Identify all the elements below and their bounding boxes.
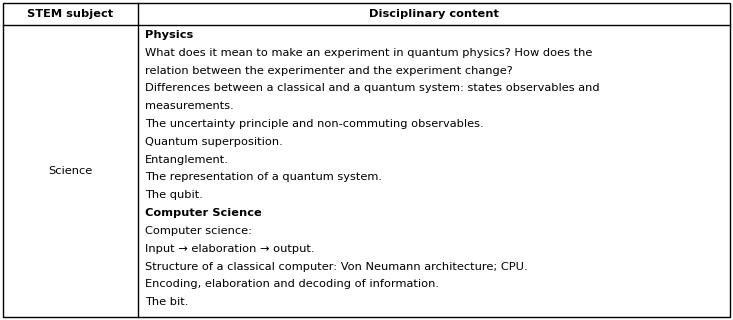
Text: Physics: Physics (145, 30, 194, 40)
Text: Disciplinary content: Disciplinary content (369, 9, 499, 19)
Text: relation between the experimenter and the experiment change?: relation between the experimenter and th… (145, 66, 513, 76)
Text: The representation of a quantum system.: The representation of a quantum system. (145, 172, 382, 182)
Text: Computer science:: Computer science: (145, 226, 252, 236)
Text: measurements.: measurements. (145, 101, 234, 111)
Text: What does it mean to make an experiment in quantum physics? How does the: What does it mean to make an experiment … (145, 48, 592, 58)
Text: Science: Science (48, 166, 92, 176)
Text: The uncertainty principle and non-commuting observables.: The uncertainty principle and non-commut… (145, 119, 484, 129)
Text: The bit.: The bit. (145, 297, 188, 307)
Text: Input → elaboration → output.: Input → elaboration → output. (145, 244, 314, 254)
Text: The qubit.: The qubit. (145, 190, 203, 200)
Text: Structure of a classical computer: Von Neumann architecture; CPU.: Structure of a classical computer: Von N… (145, 261, 528, 272)
Text: Computer Science: Computer Science (145, 208, 262, 218)
Text: Entanglement.: Entanglement. (145, 155, 229, 165)
Text: STEM subject: STEM subject (27, 9, 114, 19)
Text: Encoding, elaboration and decoding of information.: Encoding, elaboration and decoding of in… (145, 279, 439, 289)
Text: Quantum superposition.: Quantum superposition. (145, 137, 283, 147)
Text: Differences between a classical and a quantum system: states observables and: Differences between a classical and a qu… (145, 84, 600, 93)
